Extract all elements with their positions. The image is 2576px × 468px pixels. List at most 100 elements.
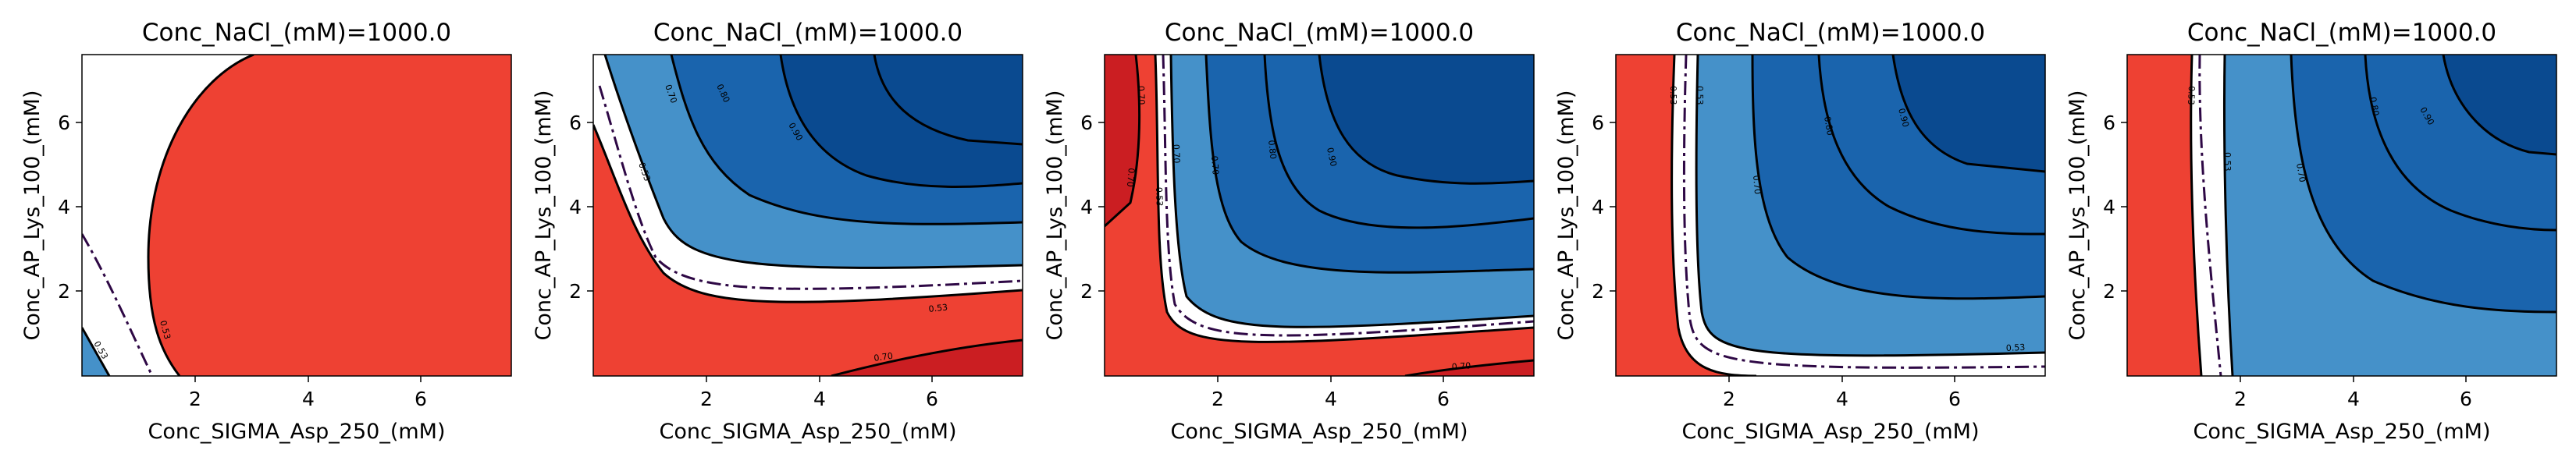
panel-3-region-darkred-left [1105, 55, 1140, 226]
panel-5-contour-line-2 [2222, 55, 2234, 376]
panel-3-region-blue4 [1319, 55, 1534, 184]
panel-2-y-tick-label-2: 2 [569, 280, 582, 303]
panel-5-region-blue4 [2443, 55, 2556, 154]
panel-3-contour-label-5: 0.70 [1209, 155, 1221, 175]
panel-3-xlabel: Conc_SIGMA_Asp_250_(mM) [1171, 420, 1468, 444]
panel-4-contour-line-5 [1891, 55, 2045, 173]
panel-5-ylabel: Conc_AP_Lys_100_(mM) [2065, 90, 2090, 341]
panel-2-x-tick-label-2: 2 [700, 388, 713, 410]
panel-3-contour-label-2: 0.70 [1136, 86, 1147, 105]
panel-2-region-darkred [831, 340, 1023, 376]
panel-3-contour-label-7: 0.90 [1325, 147, 1339, 168]
panel-1-x-ticks: 2 4 6 [189, 376, 427, 410]
panel-5-contour-label-2: 0.53 [2222, 152, 2233, 172]
panel-4-x-tick-label-4: 4 [1836, 388, 1848, 410]
panel-3-contour-line-2 [1169, 55, 1534, 328]
panel-4-contour-line-1 [1670, 55, 1757, 376]
panel-5-frame [2126, 54, 2557, 377]
panel-5-x-tick-label-2: 2 [2234, 388, 2247, 410]
panel-2-x-tick-label-6: 6 [926, 388, 938, 410]
panel-3: 0.53 0.70 0.70 0.70 0.70 0.80 0.90 0.70 … [1043, 19, 1535, 444]
panel-1-region-red [148, 55, 511, 376]
panel-3-x-tick-label-6: 6 [1437, 388, 1450, 410]
panel-4-contour-label-3: 0.53 [2005, 342, 2025, 353]
panel-4-title: Conc_NaCl_(mM)=1000.0 [1676, 19, 1985, 47]
panel-2-xlabel: Conc_SIGMA_Asp_250_(mM) [660, 420, 957, 444]
panel-5-threshold-line [2198, 55, 2222, 376]
panel-1-y-ticks: 2 4 6 [58, 112, 82, 303]
panel-1-contour-line-a [147, 55, 254, 376]
panel-2-frame [592, 54, 1023, 377]
panel-4-contour-label-6: 0.90 [1896, 107, 1911, 128]
panel-4-ylabel: Conc_AP_Lys_100_(mM) [1554, 90, 1578, 341]
panel-4-y-tick-label-2: 2 [1592, 280, 1604, 303]
panel-5-contour-label-1: 0.53 [2186, 86, 2197, 105]
panel-4-x-ticks: 2 4 6 [1723, 376, 1961, 410]
panel-5-contour-line-4 [2364, 55, 2556, 232]
panel-3-contour-line-3 [1204, 55, 1534, 274]
panel-1: 0.53 0.53 Conc_NaCl_(mM)=1000.0 Conc_SIG… [20, 19, 512, 444]
panel-5-contour-line-5 [2442, 55, 2556, 156]
panel-5-plot-area [2127, 55, 2556, 376]
panel-5-xlabel: Conc_SIGMA_Asp_250_(mM) [2194, 420, 2491, 444]
panel-3-contour-label-1: 0.53 [1154, 187, 1165, 207]
panel-4-contour-label-4: 0.70 [1751, 175, 1763, 195]
panel-4-frame [1615, 54, 2046, 377]
panel-1-y-tick-label-4: 4 [58, 196, 70, 218]
panel-5-x-ticks: 2 4 6 [2234, 376, 2472, 410]
panel-2-x-ticks: 2 4 6 [700, 376, 938, 410]
panel-5: 0.53 0.53 0.70 0.80 0.90 Conc_NaCl_(mM)=… [2065, 19, 2557, 444]
panel-3-contour-line-6 [1105, 55, 1141, 228]
panel-2-contour-line-3 [670, 55, 1023, 225]
panel-4-contour-line-2 [1695, 55, 2045, 357]
panel-2-region-blue4 [874, 55, 1023, 144]
panel-5-contour-label-4: 0.80 [2368, 96, 2381, 116]
panel-2-plot-area [593, 55, 1023, 376]
panel-2-x-tick-label-4: 4 [813, 388, 826, 410]
panel-1-y-tick-label-6: 6 [58, 112, 70, 134]
panel-3-x-tick-label-2: 2 [1212, 388, 1224, 410]
panel-3-y-tick-label-6: 6 [1080, 112, 1093, 134]
panel-5-contour-line-3 [2290, 55, 2556, 314]
panel-3-threshold-line [1162, 55, 1534, 337]
panel-2-title: Conc_NaCl_(mM)=1000.0 [653, 19, 962, 47]
panel-3-contour-line-5 [1318, 55, 1534, 185]
panel-5-y-tick-label-6: 6 [2103, 112, 2115, 134]
panel-5-x-tick-label-4: 4 [2347, 388, 2360, 410]
panel-2-contour-line-5 [873, 55, 1023, 146]
panel-1-contour-label-2: 0.53 [158, 319, 173, 340]
panel-3-frame [1104, 54, 1535, 377]
panel-2: 0.53 0.53 0.70 0.80 0.90 0.70 Conc_NaCl_… [532, 19, 1023, 444]
panel-4-y-tick-label-6: 6 [1592, 112, 1604, 134]
panel-4-contour-line-3 [1751, 55, 2045, 300]
panel-2-threshold-line [598, 85, 1023, 290]
panel-5-y-ticks: 2 4 6 [2103, 112, 2127, 303]
panel-5-contour-label-3: 0.70 [2294, 162, 2307, 183]
panel-4-y-tick-label-4: 4 [1592, 196, 1604, 218]
panel-1-y-tick-label-2: 2 [58, 280, 70, 303]
panel-4: 0.53 0.53 0.53 0.70 0.80 0.90 Conc_NaCl_… [1554, 19, 2046, 444]
panel-1-contour-line-b [82, 327, 111, 376]
panel-4-y-ticks: 2 4 6 [1592, 112, 1616, 303]
panel-4-contour-label-1: 0.53 [1668, 86, 1678, 105]
panel-3-y-tick-label-4: 4 [1080, 196, 1093, 218]
panel-3-y-tick-label-2: 2 [1080, 280, 1093, 303]
panel-2-contour-label-2: 0.53 [928, 302, 948, 314]
panel-2-y-tick-label-4: 4 [569, 196, 582, 218]
panel-3-x-tick-label-4: 4 [1325, 388, 1337, 410]
panel-3-ylabel: Conc_AP_Lys_100_(mM) [1043, 90, 1067, 341]
panel-4-x-tick-label-6: 6 [1948, 388, 1961, 410]
panel-1-plot-area [82, 55, 511, 376]
panel-5-y-tick-label-2: 2 [2103, 280, 2115, 303]
panel-1-ylabel: Conc_AP_Lys_100_(mM) [20, 90, 44, 341]
panel-2-contour-line-4 [779, 55, 1023, 188]
panel-4-contour-label-5: 0.80 [1822, 115, 1835, 136]
panel-1-x-tick-label-4: 4 [302, 388, 315, 410]
panel-2-contour-line-6 [831, 339, 1023, 376]
panel-4-plot-area [1616, 55, 2045, 376]
panel-2-contour-line-2 [603, 55, 1023, 269]
panel-1-x-tick-label-2: 2 [189, 388, 201, 410]
panel-1-title: Conc_NaCl_(mM)=1000.0 [142, 19, 451, 47]
panel-4-contour-line-4 [1817, 55, 2045, 236]
